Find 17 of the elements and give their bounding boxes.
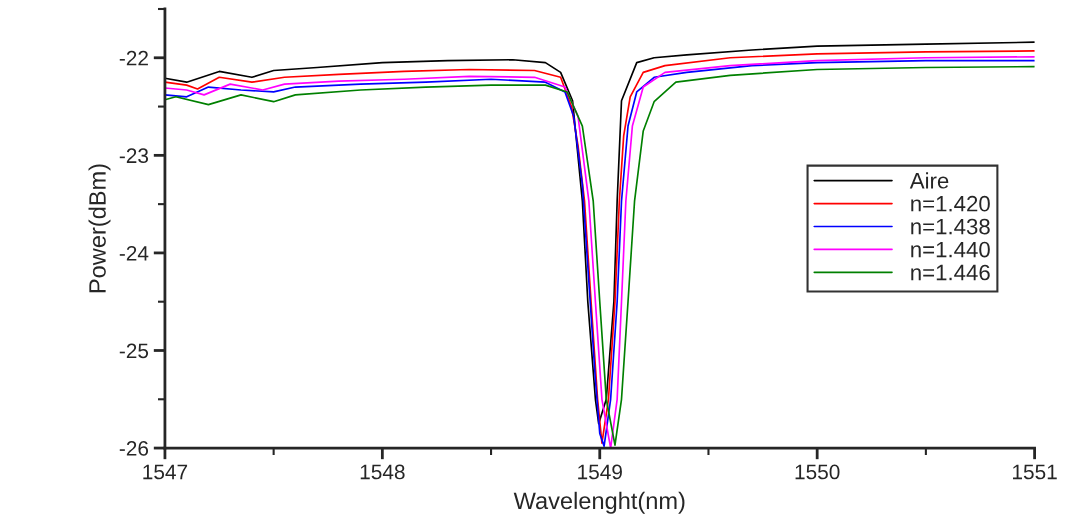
legend-label: Aire — [909, 172, 949, 189]
x-tick-label: 1550 — [795, 464, 840, 480]
legend-label: n=1.446 — [911, 264, 990, 281]
y-tick-label: -22 — [119, 50, 148, 66]
y-tick-label: -25 — [119, 343, 149, 359]
legend-label: n=1.440 — [911, 241, 990, 258]
y-axis-title: Power(dBm) — [88, 164, 111, 293]
x-tick-label: 1547 — [143, 464, 188, 480]
x-tick-label: 1549 — [578, 464, 622, 480]
x-tick-label: 1551 — [1013, 464, 1057, 480]
x-tick-label: 1548 — [360, 464, 405, 480]
y-tick-label: -26 — [119, 441, 149, 456]
y-tick-label: -23 — [119, 148, 149, 164]
y-tick-label: -24 — [119, 245, 149, 261]
x-axis-title: Wavelenght(nm) — [513, 491, 685, 514]
legend-label: n=1.438 — [911, 218, 990, 235]
legend-label: n=1.420 — [911, 195, 990, 212]
